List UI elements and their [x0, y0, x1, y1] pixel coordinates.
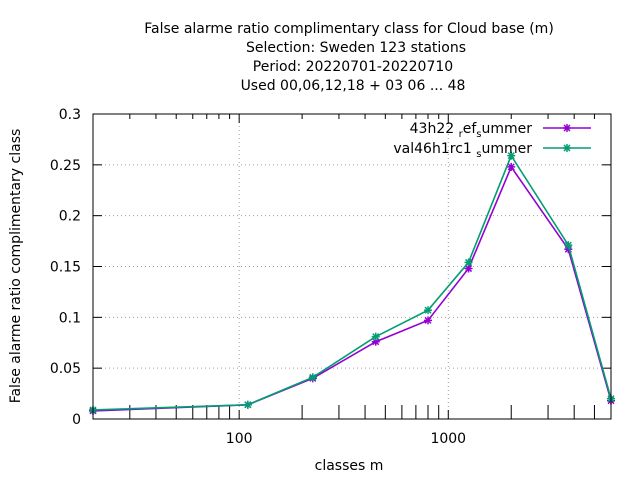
- data-point: [563, 144, 571, 152]
- plot-frame: [92, 113, 612, 420]
- legend-label-part: ummer: [481, 141, 532, 157]
- legend-label: 43h22 refsummer: [410, 121, 533, 140]
- legend-entry-1: 43h22 refsummer: [410, 121, 591, 140]
- legend-label-part: s: [476, 129, 481, 140]
- data-point-arm: [372, 338, 380, 346]
- data-point: [563, 124, 571, 132]
- data-point-arm: [563, 124, 571, 132]
- legend-entry-2: val46h1rc1 summer: [393, 141, 591, 160]
- data-point-arm: [309, 373, 317, 381]
- series-2: [89, 151, 615, 414]
- title-line-4: Used 00,06,12,18 + 03 06 ... 48: [241, 78, 466, 94]
- x-tick-labels: 100 1000: [226, 431, 466, 447]
- series-line: [92, 165, 612, 412]
- data-point: [464, 258, 473, 267]
- y-axis-label: False alarme ratio complimentary class: [8, 129, 24, 404]
- data-point-arm: [465, 265, 473, 273]
- legend-label-part: r: [459, 129, 464, 140]
- data-point: [564, 241, 573, 250]
- data-point: [507, 162, 516, 171]
- title-line-3: Period: 20220701-20220710: [253, 59, 453, 75]
- x-tick-label: 100: [226, 431, 253, 447]
- series-1: [89, 162, 615, 415]
- data-point-arm: [372, 333, 380, 341]
- y-tick-label: 0.1: [59, 310, 81, 326]
- data-point-arm: [244, 401, 252, 409]
- y-tick-labels: 0 0.05 0.1 0.15 0.2 0.25 0.3: [50, 107, 81, 428]
- title-line-1: False alarme ratio complimentary class f…: [144, 21, 554, 37]
- data-point-arm: [465, 258, 473, 266]
- series-line: [92, 153, 612, 411]
- data-point: [424, 316, 433, 325]
- y-tick-label: 0.05: [50, 361, 81, 377]
- y-tick-label: 0.3: [59, 107, 81, 123]
- y-tick-label: 0: [72, 412, 81, 428]
- data-point-arm: [507, 152, 515, 160]
- legend-label-part: ef: [463, 121, 478, 137]
- data-point: [308, 373, 317, 382]
- chart-title: False alarme ratio complimentary class f…: [144, 21, 554, 94]
- y-tick-label: 0.2: [59, 209, 81, 225]
- data-point: [371, 332, 380, 341]
- legend-label-part: val46h1rc1: [393, 141, 476, 157]
- legend-label-part: ummer: [481, 121, 532, 137]
- x-tick-label: 1000: [430, 431, 466, 447]
- legend-label: val46h1rc1 summer: [393, 141, 532, 160]
- grid: [93, 114, 611, 419]
- legend-label-part: 43h22: [410, 121, 459, 137]
- data-point-arm: [564, 241, 572, 249]
- data-point: [243, 400, 252, 409]
- data-point-arm: [424, 316, 432, 324]
- title-line-2: Selection: Sweden 123 stations: [246, 40, 466, 56]
- y-tick-label: 0.25: [50, 158, 81, 174]
- data-point: [424, 306, 433, 315]
- data-point: [507, 151, 516, 160]
- x-axis-label: classes m: [315, 458, 384, 474]
- data-point-arm: [424, 306, 432, 314]
- data-point-arm: [507, 163, 515, 171]
- legend-label-part: s: [476, 149, 481, 160]
- y-tick-label: 0.15: [50, 260, 81, 276]
- data-point-arm: [563, 144, 571, 152]
- series-group: [89, 151, 615, 415]
